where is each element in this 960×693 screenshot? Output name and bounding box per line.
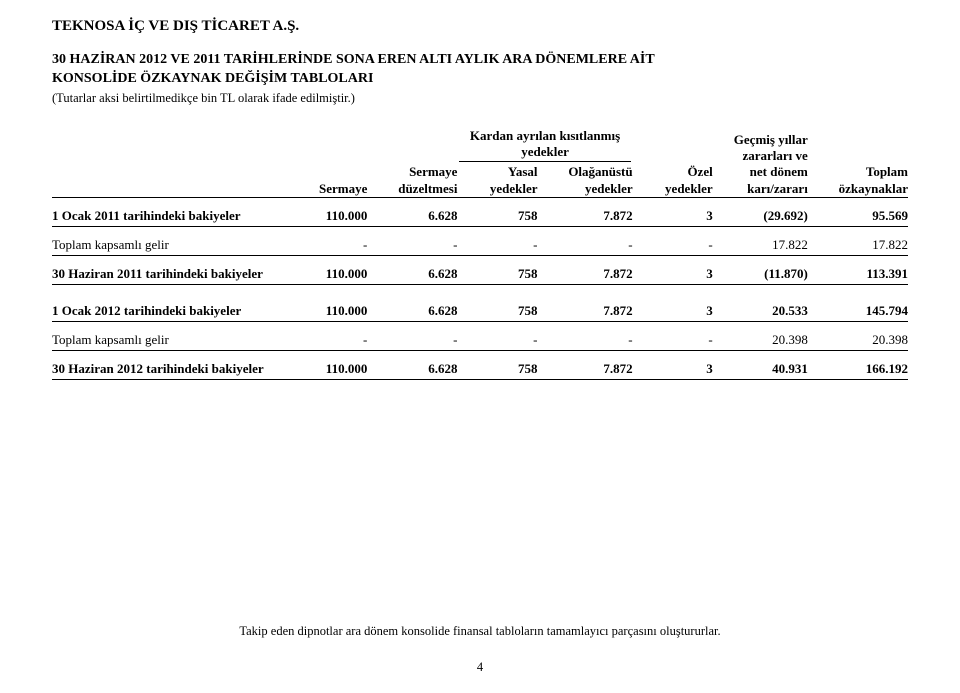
col2-l1: Sermaye <box>367 164 457 180</box>
cell: - <box>538 321 633 350</box>
col1-l1 <box>287 164 367 180</box>
col2-l2: düzeltmesi <box>367 181 457 198</box>
col4-l2: yedekler <box>538 181 633 198</box>
cell: 40.931 <box>713 350 808 379</box>
cell: - <box>633 226 713 255</box>
equity-change-table: Kardan ayrılan kısıtlanmış yedekler Geçm… <box>52 128 908 380</box>
cell: 758 <box>457 197 537 226</box>
cell: 3 <box>633 197 713 226</box>
cell: 7.872 <box>538 350 633 379</box>
cell: 95.569 <box>808 197 908 226</box>
cell: 758 <box>457 284 537 321</box>
col3-l1: Yasal <box>457 164 537 180</box>
table-row: 30 Haziran 2012 tarihindeki bakiyeler 11… <box>52 350 908 379</box>
row-label: Toplam kapsamlı gelir <box>52 321 287 350</box>
cell: - <box>538 226 633 255</box>
report-subtitle: (Tutarlar aksi belirtilmedikçe bin TL ol… <box>52 91 908 106</box>
col6-l4: karı/zararı <box>713 181 808 198</box>
col7-l2: özkaynaklar <box>808 181 908 198</box>
cell: (29.692) <box>713 197 808 226</box>
cell: 17.822 <box>713 226 808 255</box>
cell: 17.822 <box>808 226 908 255</box>
cell: (11.870) <box>713 255 808 284</box>
col4-l1: Olağanüstü <box>538 164 633 180</box>
cell: 3 <box>633 255 713 284</box>
cell: 3 <box>633 284 713 321</box>
cell: 6.628 <box>367 255 457 284</box>
cell: 20.398 <box>713 321 808 350</box>
cell: 758 <box>457 255 537 284</box>
cell: - <box>367 321 457 350</box>
cell: 20.533 <box>713 284 808 321</box>
col-span-kardan: Kardan ayrılan kısıtlanmış yedekler <box>459 128 630 163</box>
cell: 7.872 <box>538 197 633 226</box>
col5-l1: Özel <box>633 164 713 180</box>
cell: 7.872 <box>538 284 633 321</box>
cell: 166.192 <box>808 350 908 379</box>
table-row: Toplam kapsamlı gelir - - - - - 17.822 1… <box>52 226 908 255</box>
table-row: 1 Ocak 2012 tarihindeki bakiyeler 110.00… <box>52 284 908 321</box>
row-label: Toplam kapsamlı gelir <box>52 226 287 255</box>
row-label: 1 Ocak 2011 tarihindeki bakiyeler <box>52 197 287 226</box>
company-name: TEKNOSA İÇ VE DIŞ TİCARET A.Ş. <box>52 18 908 35</box>
cell: 3 <box>633 350 713 379</box>
col6-l2: zararları ve <box>713 148 808 164</box>
col5-l2: yedekler <box>633 181 713 198</box>
cell: - <box>287 226 367 255</box>
col1-l2: Sermaye <box>287 181 367 198</box>
table-row: 1 Ocak 2011 tarihindeki bakiyeler 110.00… <box>52 197 908 226</box>
cell: 7.872 <box>538 255 633 284</box>
col3-l2: yedekler <box>457 181 537 198</box>
page-number: 4 <box>0 660 960 675</box>
cell: - <box>457 226 537 255</box>
cell: 758 <box>457 350 537 379</box>
footnote: Takip eden dipnotlar ara dönem konsolide… <box>0 624 960 639</box>
cell: 20.398 <box>808 321 908 350</box>
cell: 113.391 <box>808 255 908 284</box>
title-line-1: 30 HAZİRAN 2012 VE 2011 TARİHLERİNDE SON… <box>52 51 908 70</box>
cell: 6.628 <box>367 350 457 379</box>
cell: 110.000 <box>287 350 367 379</box>
cell: 6.628 <box>367 197 457 226</box>
cell: 110.000 <box>287 197 367 226</box>
table-row: 30 Haziran 2011 tarihindeki bakiyeler 11… <box>52 255 908 284</box>
cell: 110.000 <box>287 284 367 321</box>
cell: - <box>457 321 537 350</box>
row-label: 1 Ocak 2012 tarihindeki bakiyeler <box>52 284 287 321</box>
cell: - <box>287 321 367 350</box>
col6-l1: Geçmiş yıllar <box>713 132 808 148</box>
row-label: 30 Haziran 2011 tarihindeki bakiyeler <box>52 255 287 284</box>
cell: 6.628 <box>367 284 457 321</box>
col7-l1: Toplam <box>808 164 908 180</box>
cell: - <box>367 226 457 255</box>
cell: 110.000 <box>287 255 367 284</box>
col6-l3: net dönem <box>713 164 808 180</box>
cell: 145.794 <box>808 284 908 321</box>
cell: - <box>633 321 713 350</box>
row-label: 30 Haziran 2012 tarihindeki bakiyeler <box>52 350 287 379</box>
report-title: 30 HAZİRAN 2012 VE 2011 TARİHLERİNDE SON… <box>52 51 908 89</box>
title-line-2: KONSOLİDE ÖZKAYNAK DEĞİŞİM TABLOLARI <box>52 70 908 89</box>
table-row: Toplam kapsamlı gelir - - - - - 20.398 2… <box>52 321 908 350</box>
